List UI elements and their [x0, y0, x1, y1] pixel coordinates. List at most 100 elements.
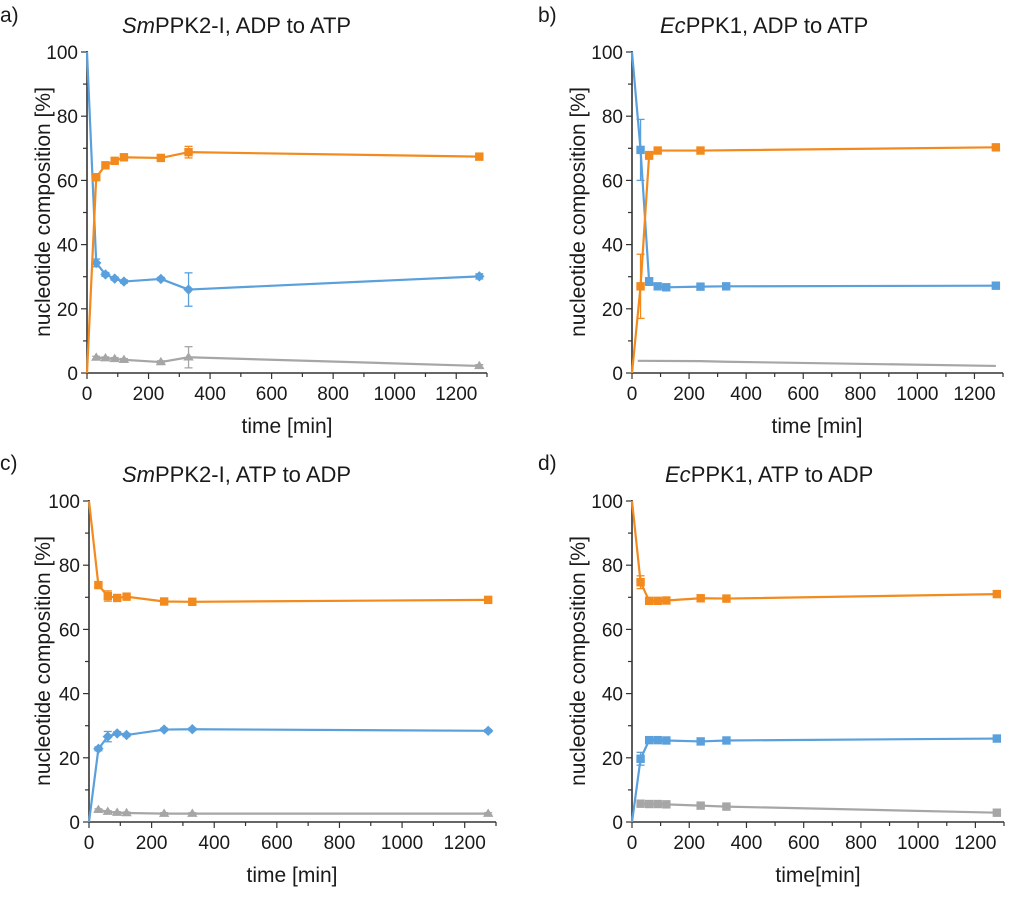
data-point: [93, 743, 104, 755]
series-atp: [630, 500, 1002, 606]
data-point: [991, 143, 1001, 152]
data-point: [155, 273, 167, 285]
title-rest: PPK1, ATP to ADP: [691, 462, 874, 487]
data-point: [636, 799, 645, 808]
data-point: [188, 597, 197, 606]
data-point: [474, 271, 485, 282]
x-tick-label: 800: [317, 384, 349, 405]
y-tick-label: 0: [612, 813, 623, 834]
data-point: [111, 728, 123, 739]
y-tick-label: 0: [67, 364, 78, 385]
data-point: [155, 356, 167, 366]
series-line: [630, 500, 997, 602]
y-tick-label: 20: [59, 749, 80, 770]
series-amp: [636, 799, 1002, 817]
series-line: [87, 500, 489, 603]
data-point: [722, 802, 731, 811]
y-tick-label: 100: [46, 43, 78, 64]
data-point: [482, 725, 494, 737]
x-tick-label: 600: [787, 384, 819, 405]
x-tick-label: 400: [731, 833, 763, 854]
y-tick-label: 40: [59, 685, 80, 706]
data-point: [159, 597, 169, 606]
title-italic: Sm: [122, 462, 155, 487]
data-point: [187, 724, 198, 735]
y-tick-label: 0: [69, 813, 80, 834]
data-point: [992, 734, 1002, 743]
panel-label: b): [538, 4, 557, 27]
data-point: [722, 594, 731, 603]
x-tick-label: 0: [82, 384, 93, 405]
series-adp: [87, 724, 494, 823]
x-axis-label: time[min]: [775, 864, 860, 887]
x-tick-label: 200: [136, 833, 168, 854]
title-rest: PPK1, ADP to ATP: [686, 13, 869, 38]
x-tick-label: 0: [627, 384, 638, 405]
y-tick-label: 60: [57, 171, 78, 192]
x-tick-label: 1200: [444, 833, 486, 854]
panel-d: d) EcPPK1, ATP to ADP nucleotide composi…: [538, 452, 1005, 887]
y-tick-label: 80: [602, 107, 623, 128]
data-point: [662, 736, 671, 745]
y-tick-label: 80: [57, 107, 78, 128]
data-point: [636, 145, 645, 155]
data-point: [474, 360, 485, 370]
data-point: [475, 152, 484, 161]
x-tick-label: 0: [84, 833, 95, 854]
x-axis-label: time [min]: [771, 415, 862, 438]
x-tick-label: 1000: [897, 833, 939, 854]
title-italic: Ec: [665, 462, 691, 487]
data-point: [696, 737, 705, 746]
data-point: [118, 276, 130, 287]
panel-title: SmPPK2-I, ATP to ADP: [122, 462, 351, 487]
data-point: [158, 808, 170, 817]
panel-title: EcPPK1, ATP to ADP: [665, 462, 873, 487]
series-line: [85, 51, 480, 291]
series-atp: [630, 143, 1001, 374]
x-tick-label: 0: [627, 833, 638, 854]
y-tick-label: 60: [602, 620, 623, 641]
x-tick-label: 1200: [953, 384, 995, 405]
panel-b: b) EcPPK1, ADP to ATP nucleotide composi…: [538, 4, 1004, 438]
y-tick-label: 60: [602, 171, 623, 192]
data-point: [662, 283, 671, 292]
data-point: [653, 596, 662, 606]
data-point: [184, 147, 193, 157]
panel-label: d): [538, 452, 557, 475]
data-point: [122, 592, 131, 601]
series-amp: [91, 346, 485, 370]
series-amp: [637, 359, 996, 368]
y-tick-label: 100: [48, 492, 80, 513]
data-point: [121, 729, 132, 741]
data-point: [100, 353, 111, 362]
data-point: [653, 282, 662, 291]
data-point: [93, 804, 104, 814]
data-point: [110, 156, 119, 166]
title-rest: PPK2-I, ATP to ADP: [155, 462, 351, 487]
y-tick-label: 60: [59, 620, 80, 641]
data-point: [721, 282, 731, 291]
x-tick-label: 800: [324, 833, 356, 854]
data-point: [156, 153, 166, 163]
x-tick-label: 1200: [954, 833, 996, 854]
x-tick-label: 1000: [374, 384, 416, 405]
y-axis-label: nucleotide composition [%]: [32, 536, 55, 786]
data-point: [100, 269, 111, 280]
x-axis-label: time [min]: [241, 415, 332, 438]
x-tick-label: 800: [844, 384, 876, 405]
series-line: [96, 356, 480, 368]
x-tick-label: 400: [730, 384, 762, 405]
data-point: [696, 801, 705, 810]
data-point: [662, 800, 671, 809]
data-point: [183, 352, 194, 361]
data-point: [121, 807, 132, 817]
series-line: [630, 51, 996, 289]
data-point: [992, 808, 1002, 817]
data-point: [118, 354, 130, 364]
data-point: [636, 282, 645, 291]
data-point: [103, 591, 112, 601]
panel-a: a) SmPPK2-I, ADP to ATP nucleotide compo…: [0, 4, 488, 438]
x-tick-label: 200: [673, 384, 705, 405]
data-point: [644, 151, 654, 160]
